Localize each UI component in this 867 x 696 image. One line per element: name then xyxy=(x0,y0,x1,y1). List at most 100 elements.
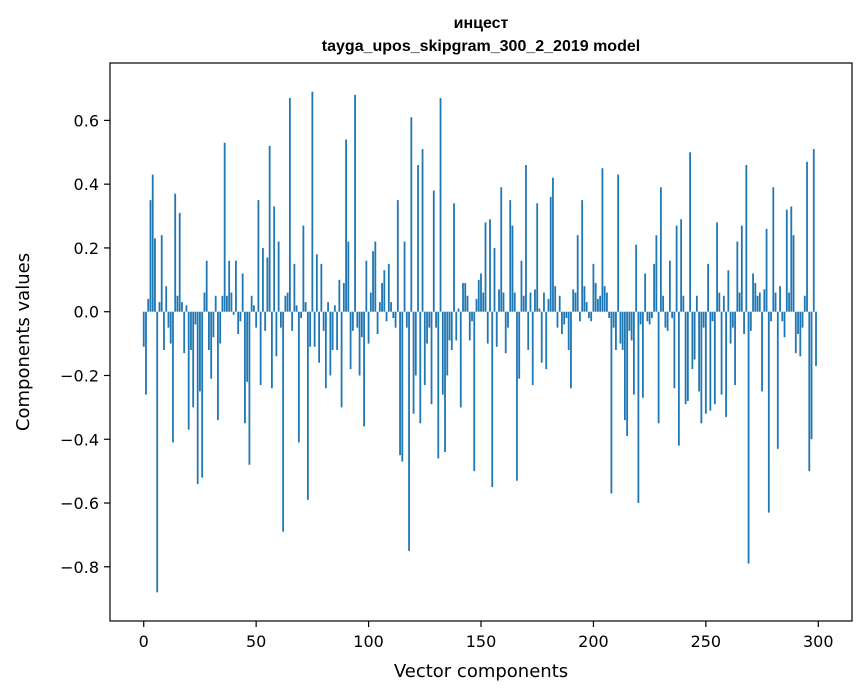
bar-106 xyxy=(381,283,383,312)
bar-108 xyxy=(385,311,388,322)
bar-265 xyxy=(738,292,741,312)
bar-103 xyxy=(374,241,377,312)
x-tick-label: 100 xyxy=(353,632,384,651)
bar-44 xyxy=(241,273,244,312)
bar-104 xyxy=(376,311,379,335)
bar-20 xyxy=(187,311,190,430)
bar-184 xyxy=(556,311,559,328)
bar-144 xyxy=(466,295,469,312)
bar-285 xyxy=(783,311,786,338)
bar-13 xyxy=(172,311,174,443)
bar-141 xyxy=(459,311,462,408)
bar-161 xyxy=(504,311,507,354)
bar-64 xyxy=(286,292,289,312)
bar-290 xyxy=(794,311,797,354)
bar-168 xyxy=(520,260,523,312)
bar-45 xyxy=(244,311,246,424)
bar-295 xyxy=(806,161,808,312)
bar-273 xyxy=(756,295,759,312)
bar-34 xyxy=(219,311,222,344)
bar-28 xyxy=(205,260,208,312)
bar-264 xyxy=(736,241,739,312)
bar-62 xyxy=(282,311,285,532)
bar-105 xyxy=(378,302,381,312)
bar-253 xyxy=(711,311,714,322)
bar-164 xyxy=(511,225,514,312)
bar-269 xyxy=(747,311,750,564)
bar-142 xyxy=(462,283,464,312)
bar-173 xyxy=(531,311,534,386)
bar-203 xyxy=(599,295,602,312)
bar-22 xyxy=(192,311,195,408)
bar-233 xyxy=(666,311,669,331)
bar-56 xyxy=(268,145,271,312)
bar-38 xyxy=(228,260,231,312)
bar-220 xyxy=(637,311,640,504)
bar-186 xyxy=(561,311,563,335)
bar-57 xyxy=(270,311,273,389)
bar-297 xyxy=(810,311,813,440)
bar-238 xyxy=(677,311,680,446)
bar-74 xyxy=(309,311,312,347)
bar-71 xyxy=(302,225,305,312)
bar-276 xyxy=(763,289,766,312)
bar-272 xyxy=(754,283,757,312)
y-tick-label: 0.6 xyxy=(74,111,99,130)
bar-240 xyxy=(682,295,685,312)
bar-100 xyxy=(367,311,370,344)
bar-107 xyxy=(383,270,386,312)
bar-154 xyxy=(489,219,491,312)
bar-292 xyxy=(799,311,802,357)
bar-289 xyxy=(792,235,795,312)
bar-235 xyxy=(671,311,674,319)
bar-202 xyxy=(597,298,599,312)
bar-185 xyxy=(558,295,561,312)
bar-80 xyxy=(322,311,325,331)
chart-title-line2: tayga_upos_skipgram_300_2_2019 model xyxy=(322,38,640,55)
bar-42 xyxy=(237,311,240,335)
y-tick-label: −0.4 xyxy=(60,430,99,449)
bar-126 xyxy=(426,311,428,344)
bar-86 xyxy=(336,311,338,350)
bar-16 xyxy=(178,212,181,312)
bar-30 xyxy=(210,311,213,379)
bar-230 xyxy=(659,187,662,312)
bar-243 xyxy=(689,152,692,312)
bar-209 xyxy=(612,311,615,328)
bar-78 xyxy=(318,311,321,363)
bar-222 xyxy=(641,311,644,398)
bar-263 xyxy=(734,311,736,386)
bar-255 xyxy=(716,222,718,312)
bar-266 xyxy=(740,225,743,312)
bar-109 xyxy=(387,263,390,312)
bar-118 xyxy=(408,311,410,551)
bar-291 xyxy=(797,311,799,335)
bar-176 xyxy=(538,308,541,312)
bar-247 xyxy=(698,311,700,392)
bar-153 xyxy=(486,311,489,344)
bar-17 xyxy=(181,302,183,312)
bar-219 xyxy=(635,244,638,312)
bar-72 xyxy=(304,302,307,312)
bar-39 xyxy=(230,292,233,312)
bar-191 xyxy=(572,289,575,312)
chart-title-line1: инцест xyxy=(454,15,509,32)
bar-147 xyxy=(473,311,476,472)
bar-258 xyxy=(722,295,725,312)
bar-19 xyxy=(185,305,188,312)
bar-134 xyxy=(444,311,446,453)
bar-1 xyxy=(145,311,147,395)
bar-200 xyxy=(592,263,595,312)
bar-136 xyxy=(448,311,451,341)
bar-29 xyxy=(208,311,210,350)
bar-256 xyxy=(718,292,721,312)
bar-127 xyxy=(428,311,431,328)
bar-46 xyxy=(246,311,249,382)
bar-112 xyxy=(394,311,397,328)
bar-117 xyxy=(405,311,408,328)
bar-248 xyxy=(700,311,703,424)
bar-152 xyxy=(484,222,487,312)
bar-90 xyxy=(345,139,347,312)
y-tick-label: 0.2 xyxy=(74,239,99,258)
bar-66 xyxy=(291,311,294,331)
